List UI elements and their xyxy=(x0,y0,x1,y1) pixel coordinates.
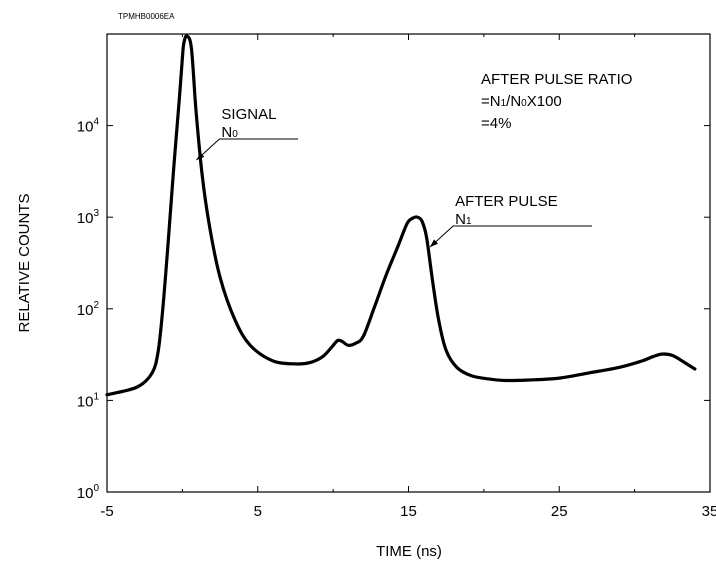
series-layer xyxy=(105,34,697,397)
annotation-symbol: N0 xyxy=(221,124,238,141)
x-tick-label: -5 xyxy=(100,503,113,520)
x-tick-label: 25 xyxy=(551,503,568,520)
ratio-value: =4% xyxy=(481,115,511,132)
leader-line xyxy=(196,138,298,161)
axis-ticks xyxy=(106,34,711,493)
ratio-title: AFTER PULSE RATIO xyxy=(481,71,632,88)
y-tick-label: 101 xyxy=(77,391,100,410)
y-tick-label: 100 xyxy=(77,483,100,502)
annotation-symbol: N1 xyxy=(455,211,472,228)
axis-tick-labels: -5 5 15 25 35 100 101 102 103 104 xyxy=(77,117,716,520)
leader-arrowhead xyxy=(430,239,439,247)
ratio-formula: =N1/N0X100 xyxy=(481,93,562,110)
leader-arrowhead xyxy=(196,152,205,161)
plot-frame xyxy=(106,33,711,493)
series-line xyxy=(105,34,697,397)
y-tick-label: 102 xyxy=(77,300,100,319)
y-axis-title: RELATIVE COUNTS xyxy=(16,194,33,333)
x-axis-title: TIME (ns) xyxy=(376,543,442,560)
y-tick-label: 104 xyxy=(77,117,100,136)
annotation-label: SIGNAL xyxy=(221,106,276,123)
x-tick-label: 5 xyxy=(254,503,262,520)
document-id-label: TPMHB0006EA xyxy=(118,12,175,21)
x-tick-label: 35 xyxy=(702,503,716,520)
after-pulse-ratio-text: AFTER PULSE RATIO =N1/N0X100 =4% xyxy=(481,71,632,132)
x-tick-label: 15 xyxy=(400,503,417,520)
leader-line xyxy=(429,225,592,248)
y-tick-label: 103 xyxy=(77,208,100,227)
annotation-label: AFTER PULSE xyxy=(455,193,558,210)
